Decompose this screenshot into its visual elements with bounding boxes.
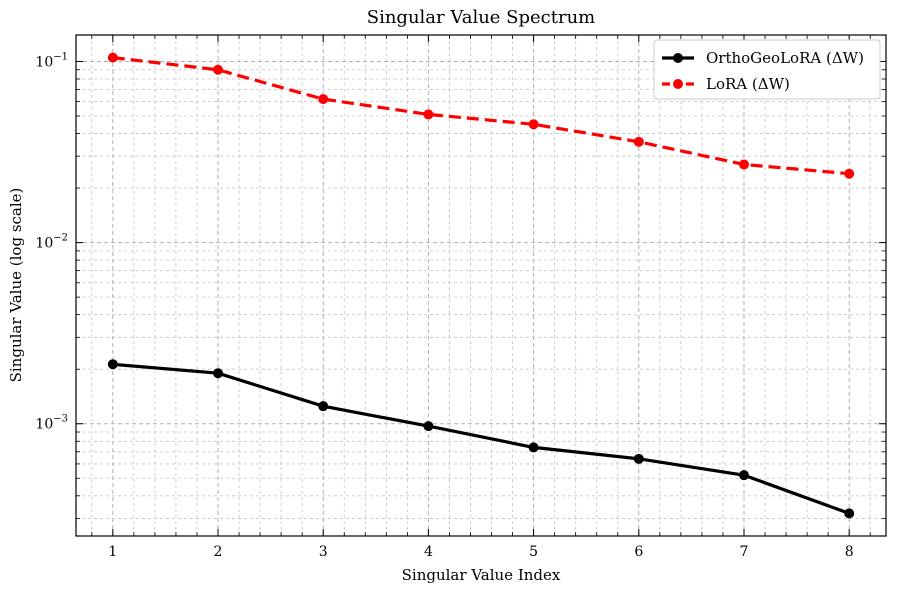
x-tick-label: 1 bbox=[108, 544, 117, 560]
legend-entries: OrthoGeoLoRA (ΔW) LoRA (ΔW) bbox=[662, 49, 864, 93]
x-tick-label: 7 bbox=[740, 544, 749, 560]
data-point bbox=[213, 368, 224, 379]
legend-box bbox=[653, 39, 881, 100]
data-point bbox=[318, 94, 329, 105]
x-tick-labels: 1 2 3 4 5 6 7 8 bbox=[108, 544, 853, 560]
data-point bbox=[213, 64, 224, 75]
legend: OrthoGeoLoRA (ΔW) LoRA (ΔW) bbox=[653, 39, 881, 100]
data-point bbox=[318, 401, 329, 412]
legend-entry: LoRA (ΔW) bbox=[662, 75, 790, 93]
y-tick-exponent: −3 bbox=[53, 414, 68, 425]
data-point bbox=[738, 159, 749, 170]
y-tick-base: 10 bbox=[35, 417, 53, 433]
y-tick-exponent: −1 bbox=[53, 51, 68, 62]
x-tick-label: 6 bbox=[634, 544, 643, 560]
data-point bbox=[528, 119, 539, 130]
legend-marker bbox=[673, 79, 683, 89]
x-tick-label: 5 bbox=[529, 544, 538, 560]
data-point bbox=[844, 168, 855, 179]
y-tick-exponent: −2 bbox=[53, 233, 68, 244]
series-line bbox=[112, 362, 850, 515]
data-point bbox=[423, 421, 434, 432]
plot-frame bbox=[75, 34, 887, 537]
y-tick-labels: 10−310−210−1 bbox=[35, 51, 68, 432]
x-tick-label: 8 bbox=[845, 544, 854, 560]
x-tick-label: 4 bbox=[424, 544, 433, 560]
y-tick-base: 10 bbox=[35, 236, 53, 252]
data-point bbox=[423, 109, 434, 120]
chart-title: Singular Value Spectrum bbox=[367, 7, 596, 28]
data-point bbox=[844, 508, 855, 519]
data-point bbox=[107, 359, 118, 370]
x-tick-label: 2 bbox=[214, 544, 223, 560]
y-tick-label: 10−1 bbox=[35, 51, 68, 70]
data-point bbox=[528, 442, 539, 453]
series-lora bbox=[107, 52, 855, 179]
x-tick-label: 3 bbox=[319, 544, 328, 560]
y-axis-label: Singular Value (log scale) bbox=[7, 188, 25, 383]
data-point bbox=[633, 136, 644, 147]
axis-ticks bbox=[76, 35, 886, 536]
series-orthogeolora bbox=[107, 359, 855, 519]
legend-label: LoRA (ΔW) bbox=[706, 75, 790, 93]
data-point bbox=[633, 453, 644, 464]
data-point bbox=[738, 470, 749, 481]
legend-marker bbox=[673, 53, 683, 63]
y-tick-label: 10−2 bbox=[35, 233, 68, 252]
grid-lines bbox=[76, 35, 886, 536]
data-series bbox=[107, 52, 855, 519]
y-tick-base: 10 bbox=[35, 54, 53, 70]
legend-label: OrthoGeoLoRA (ΔW) bbox=[706, 49, 864, 67]
x-axis-label: Singular Value Index bbox=[402, 566, 561, 584]
legend-entry: OrthoGeoLoRA (ΔW) bbox=[662, 49, 864, 67]
series-line bbox=[112, 56, 850, 176]
y-tick-label: 10−3 bbox=[35, 414, 68, 433]
data-point bbox=[107, 52, 118, 63]
